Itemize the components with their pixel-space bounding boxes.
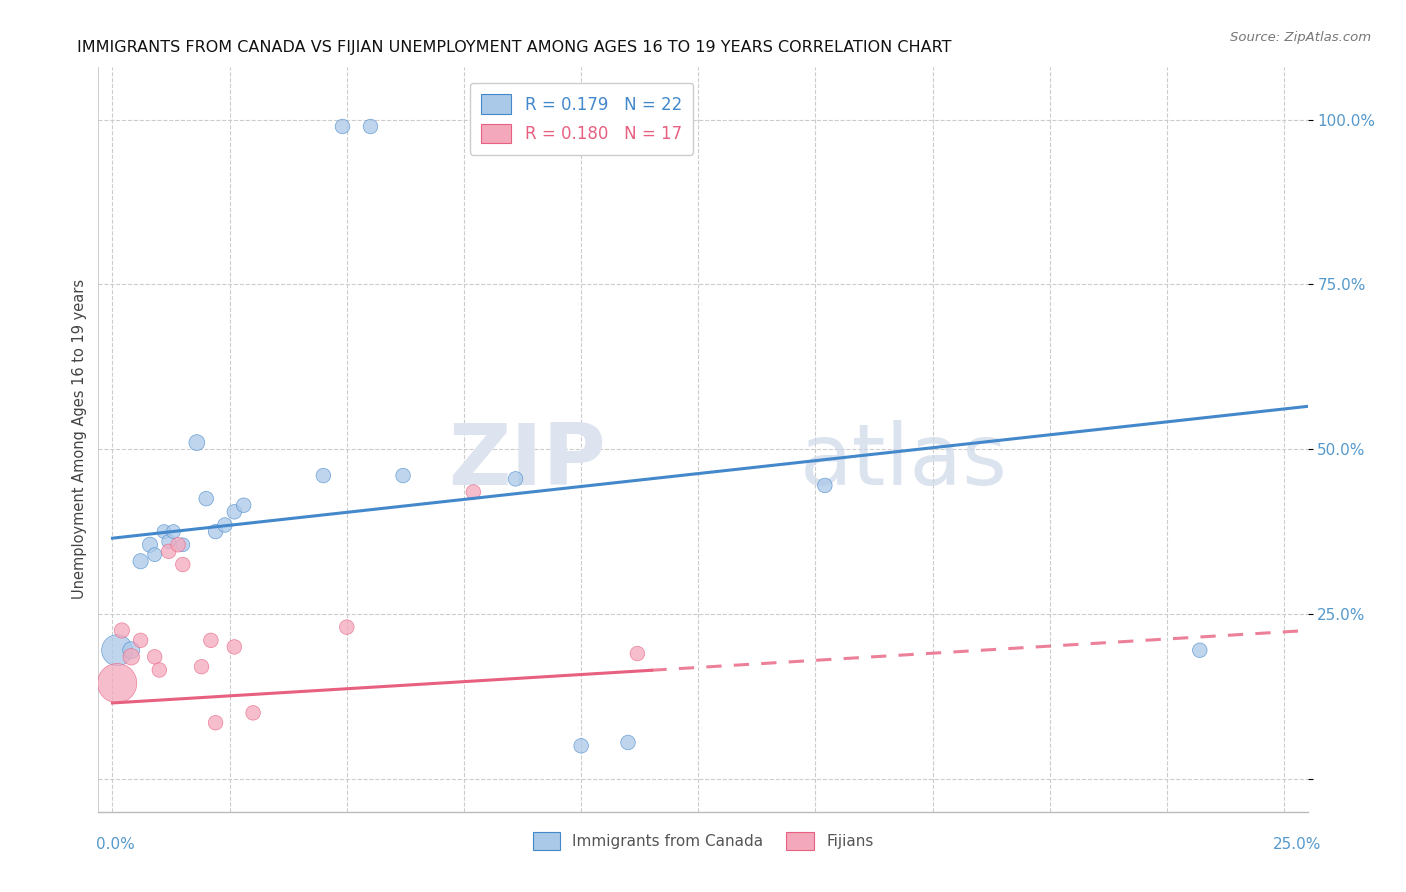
Text: ZIP: ZIP xyxy=(449,420,606,503)
Text: 0.0%: 0.0% xyxy=(96,838,135,852)
Point xyxy=(224,505,246,519)
Point xyxy=(172,538,194,552)
Point xyxy=(463,485,485,500)
Point xyxy=(569,739,592,753)
Point xyxy=(143,649,166,664)
Text: atlas: atlas xyxy=(800,420,1008,503)
Text: Source: ZipAtlas.com: Source: ZipAtlas.com xyxy=(1230,31,1371,45)
Point xyxy=(148,663,170,677)
Point xyxy=(392,468,415,483)
Point xyxy=(330,120,353,134)
Point xyxy=(111,624,134,638)
Point xyxy=(195,491,218,506)
Point xyxy=(204,524,226,539)
Point xyxy=(129,633,152,648)
Y-axis label: Unemployment Among Ages 16 to 19 years: Unemployment Among Ages 16 to 19 years xyxy=(72,279,87,599)
Point xyxy=(186,435,208,450)
Point xyxy=(129,554,152,568)
Point xyxy=(336,620,359,634)
Point xyxy=(204,715,226,730)
Point xyxy=(120,649,142,664)
Point xyxy=(172,558,194,572)
Point xyxy=(814,478,837,492)
Point xyxy=(162,524,184,539)
Point xyxy=(224,640,246,654)
Point xyxy=(157,534,180,549)
Point xyxy=(242,706,264,720)
Point xyxy=(505,472,527,486)
Text: IMMIGRANTS FROM CANADA VS FIJIAN UNEMPLOYMENT AMONG AGES 16 TO 19 YEARS CORRELAT: IMMIGRANTS FROM CANADA VS FIJIAN UNEMPLO… xyxy=(77,40,952,55)
Point xyxy=(232,498,254,512)
Point xyxy=(157,544,180,558)
Legend: Immigrants from Canada, Fijians: Immigrants from Canada, Fijians xyxy=(526,826,880,856)
Point xyxy=(626,647,648,661)
Point xyxy=(120,643,142,657)
Text: 25.0%: 25.0% xyxy=(1274,838,1322,852)
Point xyxy=(1188,643,1211,657)
Point xyxy=(105,676,128,690)
Point xyxy=(105,643,128,657)
Point xyxy=(312,468,335,483)
Point xyxy=(617,735,640,749)
Point xyxy=(190,659,212,673)
Point xyxy=(153,524,176,539)
Point xyxy=(359,120,381,134)
Point xyxy=(214,518,236,533)
Point xyxy=(167,538,190,552)
Point xyxy=(143,548,166,562)
Point xyxy=(139,538,162,552)
Point xyxy=(200,633,222,648)
